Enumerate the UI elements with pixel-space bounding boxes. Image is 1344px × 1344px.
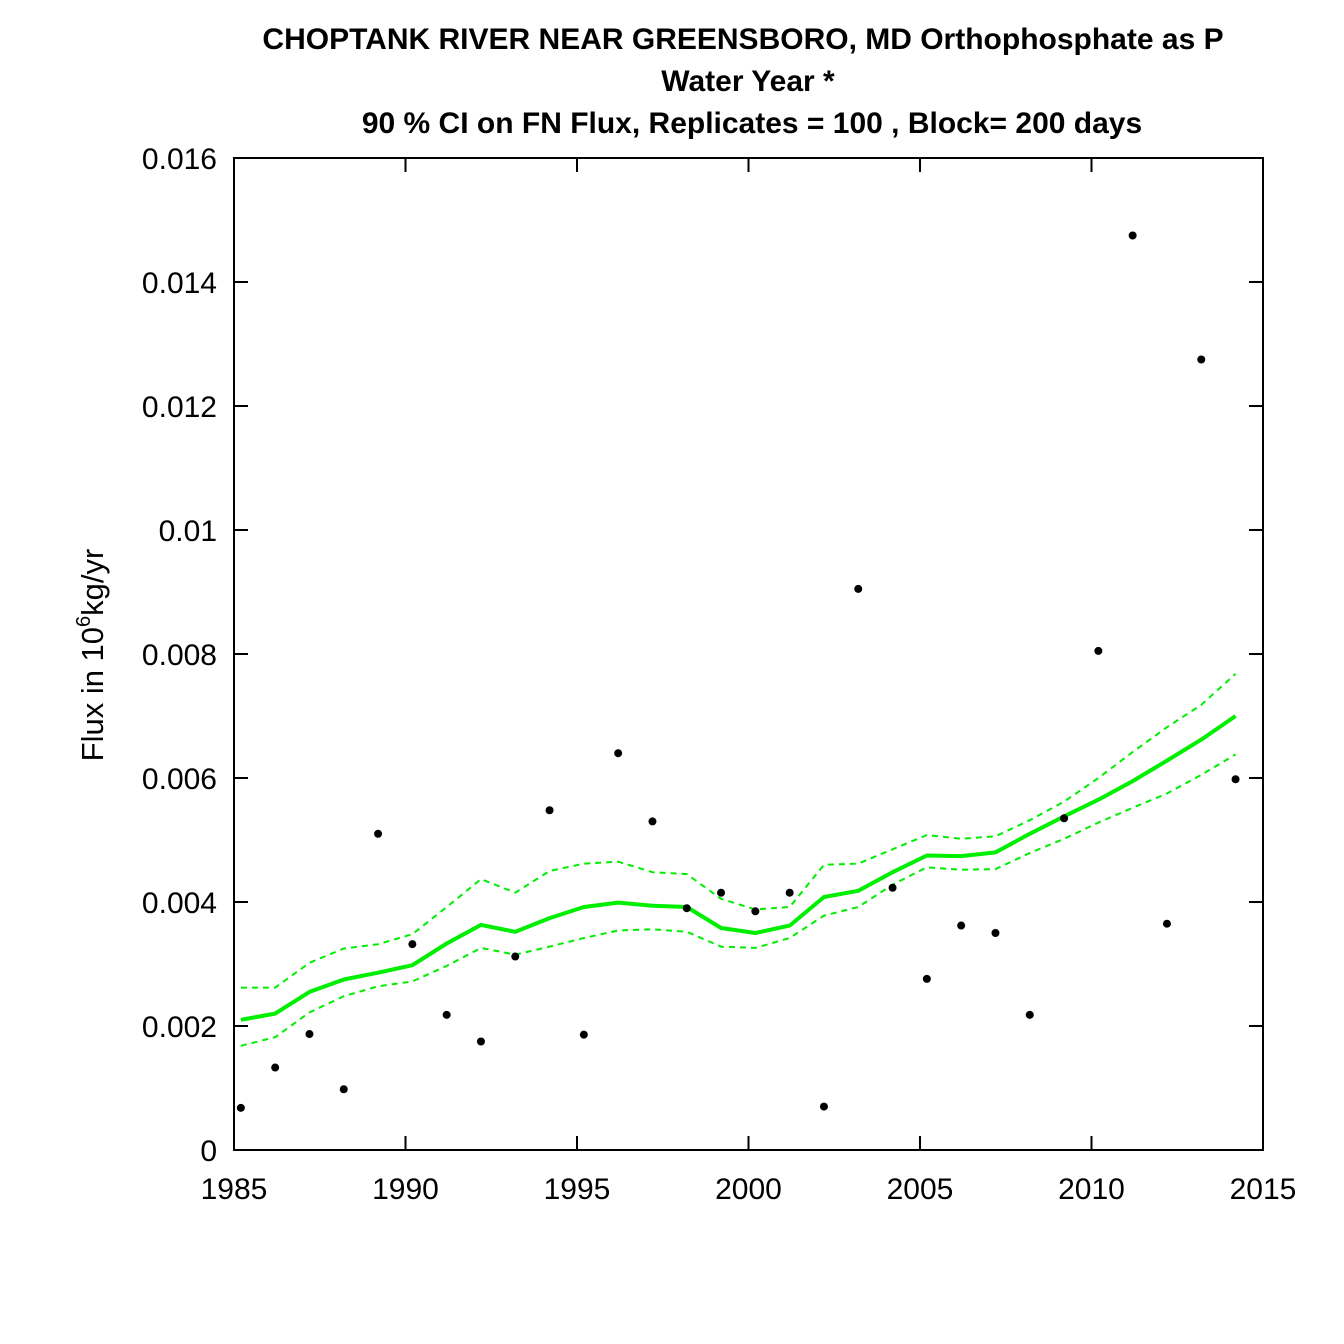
y-tick-label: 0.012 xyxy=(142,391,217,424)
observed-flux-point xyxy=(408,940,417,949)
x-tick-label: 2015 xyxy=(1230,1173,1297,1206)
observed-flux-point xyxy=(1025,1010,1034,1019)
observed-flux-point xyxy=(785,888,794,897)
observed-flux-point xyxy=(442,1010,451,1019)
observed-flux-point xyxy=(717,888,726,897)
observed-flux-point xyxy=(1094,646,1103,655)
y-tick-label: 0.014 xyxy=(142,267,217,300)
series-upper-90-ci-line xyxy=(240,673,1237,989)
chart-title-line-1: CHOPTANK RIVER NEAR GREENSBORO, MD Ortho… xyxy=(262,23,1223,56)
observed-flux-point xyxy=(888,883,897,892)
series-lower-90-ci-line xyxy=(240,753,1237,1047)
observed-flux-point xyxy=(579,1030,588,1039)
y-tick-label: 0.016 xyxy=(142,143,217,176)
observed-flux-point xyxy=(751,907,760,916)
observed-flux-point xyxy=(476,1037,485,1046)
y-axis-label-prefix: Flux in 10 xyxy=(75,627,110,761)
observed-flux-point xyxy=(511,952,520,961)
observed-flux-point xyxy=(1197,355,1206,364)
x-tick-label: 1990 xyxy=(372,1173,439,1206)
observed-flux-point xyxy=(545,806,554,815)
x-tick-label: 1995 xyxy=(544,1173,611,1206)
y-tick-label: 0.006 xyxy=(142,763,217,796)
observed-flux-point xyxy=(922,974,931,983)
observed-flux-point xyxy=(991,929,1000,937)
observed-flux-point xyxy=(271,1063,280,1072)
x-tick-label: 2005 xyxy=(887,1173,954,1206)
observed-flux-point xyxy=(957,921,966,930)
y-axis-label-text: Flux in 106kg/yr xyxy=(73,549,110,762)
chart-title-line-2: Water Year * xyxy=(661,65,835,98)
observed-flux-point xyxy=(648,817,657,826)
x-axis: 1985 1990 1995 2000 2005 2010 2015 xyxy=(201,158,1297,1206)
y-axis-label-suffix: kg/yr xyxy=(75,549,110,616)
chart-title-line-3: 90 % CI on FN Flux, Replicates = 100 , B… xyxy=(362,107,1142,140)
observed-flux-point xyxy=(854,584,863,593)
observed-flux-point xyxy=(374,829,383,838)
observed-flux-point xyxy=(1231,775,1240,784)
observed-flux-point xyxy=(1128,231,1137,240)
observed-flux-point xyxy=(682,904,691,913)
plot-frame xyxy=(233,157,1264,1151)
y-axis: 0 0.002 0.004 0.006 0.008 0.01 0.012 0.014 0.016 xyxy=(142,143,1263,1168)
y-axis-label-superscript: 6 xyxy=(73,616,95,627)
points-layer xyxy=(236,231,1240,1112)
x-tick-label: 1985 xyxy=(201,1173,268,1206)
y-tick-label: 0.01 xyxy=(159,515,217,548)
y-tick-label: 0 xyxy=(200,1135,217,1168)
y-axis-label: Flux in 106kg/yr xyxy=(73,549,110,762)
observed-flux-point xyxy=(339,1085,348,1094)
observed-flux-point xyxy=(819,1102,828,1111)
x-tick-label: 2000 xyxy=(715,1173,782,1206)
y-tick-label: 0.004 xyxy=(142,887,217,920)
observed-flux-point xyxy=(1060,814,1069,823)
plot-area: 0 0.002 0.004 0.006 0.008 0.01 0.012 0.014 0.016… xyxy=(142,143,1296,1206)
y-tick-label: 0.008 xyxy=(142,639,217,672)
series-estimate-line xyxy=(240,714,1237,1022)
observed-flux-point xyxy=(305,1030,314,1039)
observed-flux-point xyxy=(614,749,623,758)
x-tick-label: 2010 xyxy=(1058,1173,1125,1206)
observed-flux-point xyxy=(236,1103,245,1112)
observed-flux-point xyxy=(1162,919,1171,928)
series-layer xyxy=(240,673,1237,1047)
y-tick-label: 0.002 xyxy=(142,1011,217,1044)
